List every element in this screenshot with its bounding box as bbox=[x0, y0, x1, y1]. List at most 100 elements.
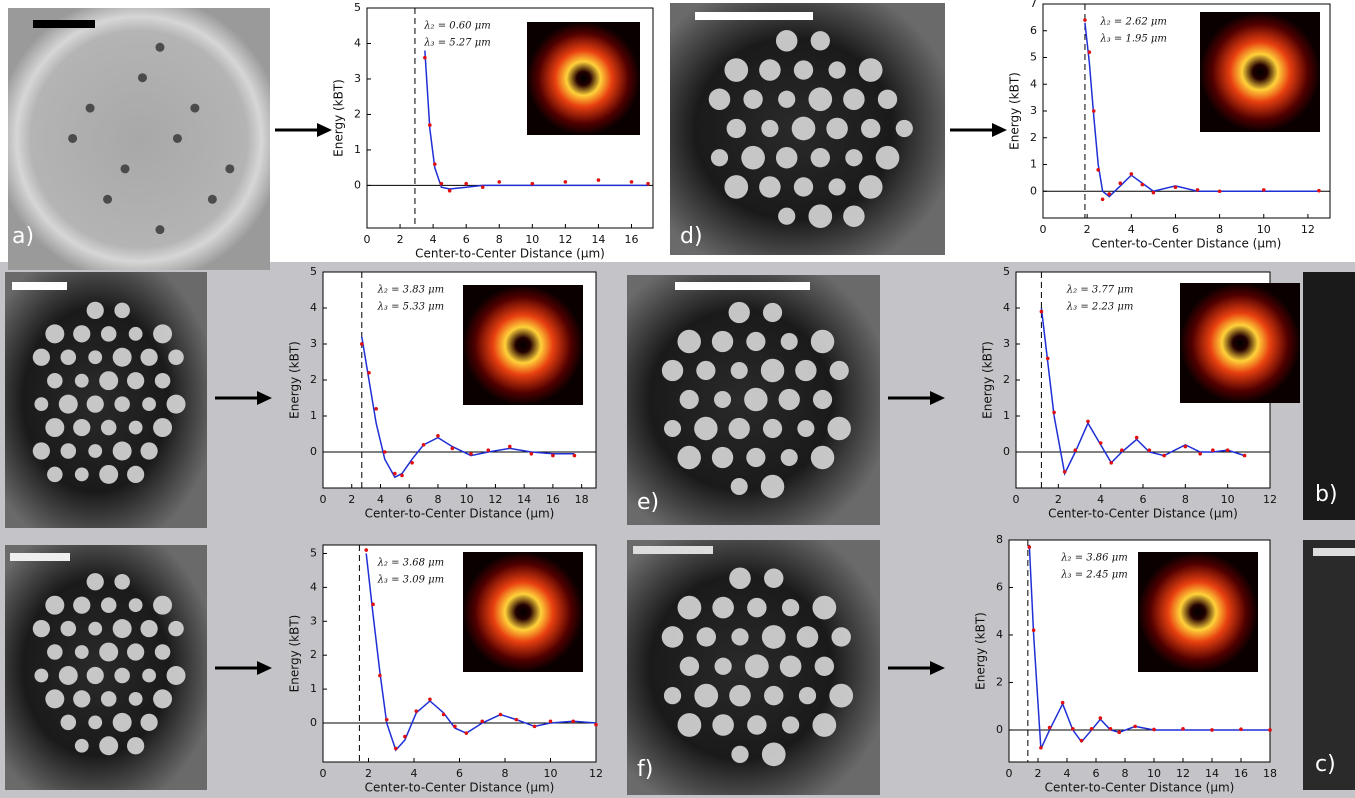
data-point bbox=[1109, 461, 1113, 465]
x-tick-label: 10 bbox=[1221, 493, 1235, 506]
x-tick-label: 4 bbox=[377, 493, 384, 506]
annotation: λ₂ = 2.62 μm bbox=[1099, 17, 1167, 28]
x-tick-label: 4 bbox=[430, 233, 437, 246]
particle bbox=[47, 373, 63, 389]
data-point bbox=[1073, 448, 1077, 452]
particle bbox=[45, 689, 64, 708]
data-point bbox=[499, 713, 503, 717]
x-tick-label: 6 bbox=[463, 233, 470, 246]
x-tick-label: 8 bbox=[1122, 767, 1129, 780]
x-tick-label: 6 bbox=[1093, 767, 1100, 780]
particle bbox=[101, 691, 117, 707]
particle bbox=[696, 361, 715, 380]
particle bbox=[61, 621, 77, 637]
particle bbox=[45, 324, 64, 343]
particle bbox=[225, 164, 234, 173]
data-point bbox=[480, 720, 484, 724]
annotation: λ₂ = 3.83 μm bbox=[377, 285, 445, 296]
x-tick-label: 12 bbox=[488, 493, 502, 506]
data-point bbox=[367, 371, 371, 375]
particle bbox=[73, 325, 90, 342]
x-tick-label: 4 bbox=[411, 767, 418, 780]
x-tick-label: 4 bbox=[1128, 223, 1135, 236]
y-axis-label: Energy (kBT) bbox=[1008, 72, 1022, 150]
particle bbox=[808, 87, 832, 111]
particle bbox=[678, 713, 702, 737]
particle bbox=[87, 667, 104, 684]
particle bbox=[761, 120, 778, 137]
data-point bbox=[394, 747, 398, 751]
particle bbox=[155, 225, 164, 234]
particle bbox=[724, 58, 748, 82]
x-tick-label: 8 bbox=[1182, 493, 1189, 506]
x-axis-label: Center-to-Center Distance (μm) bbox=[1092, 237, 1282, 251]
data-point bbox=[428, 123, 432, 127]
scale-bar bbox=[675, 282, 810, 290]
particle bbox=[829, 684, 853, 708]
particle bbox=[88, 622, 102, 636]
y-tick-label: 2 bbox=[996, 675, 1003, 688]
y-tick-label: 4 bbox=[996, 628, 1003, 641]
inset-fft bbox=[463, 285, 583, 405]
arrow-head bbox=[257, 661, 272, 675]
x-tick-label: 16 bbox=[546, 493, 560, 506]
y-tick-label: 1 bbox=[354, 143, 361, 156]
particle bbox=[778, 91, 795, 108]
x-tick-label: 10 bbox=[1257, 223, 1271, 236]
particle bbox=[87, 302, 104, 319]
data-point bbox=[1080, 739, 1084, 743]
data-point bbox=[1152, 191, 1156, 195]
data-point bbox=[440, 182, 444, 186]
x-tick-label: 12 bbox=[1301, 223, 1315, 236]
data-point bbox=[1210, 728, 1214, 732]
data-point bbox=[1184, 445, 1188, 449]
particle bbox=[776, 30, 798, 52]
particle bbox=[811, 148, 830, 167]
data-point bbox=[1239, 727, 1243, 731]
particle bbox=[845, 149, 862, 166]
y-tick-label: 6 bbox=[996, 580, 1003, 593]
x-tick-label: 16 bbox=[625, 233, 639, 246]
scale-bar bbox=[633, 546, 713, 554]
particle bbox=[33, 442, 50, 459]
particle bbox=[782, 599, 799, 616]
particle bbox=[87, 396, 104, 413]
data-point bbox=[1046, 357, 1050, 361]
y-tick-label: 1 bbox=[1030, 158, 1037, 171]
data-point bbox=[422, 443, 426, 447]
particle bbox=[731, 628, 748, 645]
particle bbox=[34, 669, 48, 683]
data-point bbox=[1052, 411, 1056, 415]
y-tick-label: 0 bbox=[354, 178, 361, 191]
x-tick-label: 2 bbox=[1084, 223, 1091, 236]
x-axis-label: Center-to-Center Distance (μm) bbox=[1048, 507, 1238, 521]
data-point bbox=[1211, 448, 1215, 452]
particle bbox=[729, 302, 750, 323]
particle bbox=[113, 713, 132, 732]
data-point bbox=[481, 185, 485, 189]
x-tick-label: 0 bbox=[320, 767, 327, 780]
figure: a)d)b)e)c)f)0123450246810121416λ₂ = 0.60… bbox=[0, 0, 1355, 798]
particle bbox=[746, 332, 765, 351]
particle bbox=[114, 303, 130, 319]
y-tick-label: 2 bbox=[354, 107, 361, 120]
x-tick-label: 10 bbox=[1147, 767, 1161, 780]
data-point bbox=[1071, 727, 1075, 731]
panel-label: c) bbox=[1315, 752, 1336, 777]
data-point bbox=[646, 182, 650, 186]
inset-fft bbox=[1180, 283, 1300, 403]
particle bbox=[88, 715, 102, 729]
data-point bbox=[1032, 628, 1036, 632]
data-point bbox=[573, 454, 577, 458]
data-point bbox=[1317, 189, 1321, 193]
particle bbox=[664, 420, 681, 437]
particle bbox=[173, 134, 182, 143]
particle bbox=[764, 686, 783, 705]
particle bbox=[167, 395, 186, 414]
data-point bbox=[1141, 183, 1145, 187]
data-point bbox=[1028, 545, 1032, 549]
data-point bbox=[1063, 470, 1067, 474]
arrow-head bbox=[930, 391, 945, 405]
particle bbox=[114, 396, 130, 412]
particle bbox=[680, 657, 699, 676]
